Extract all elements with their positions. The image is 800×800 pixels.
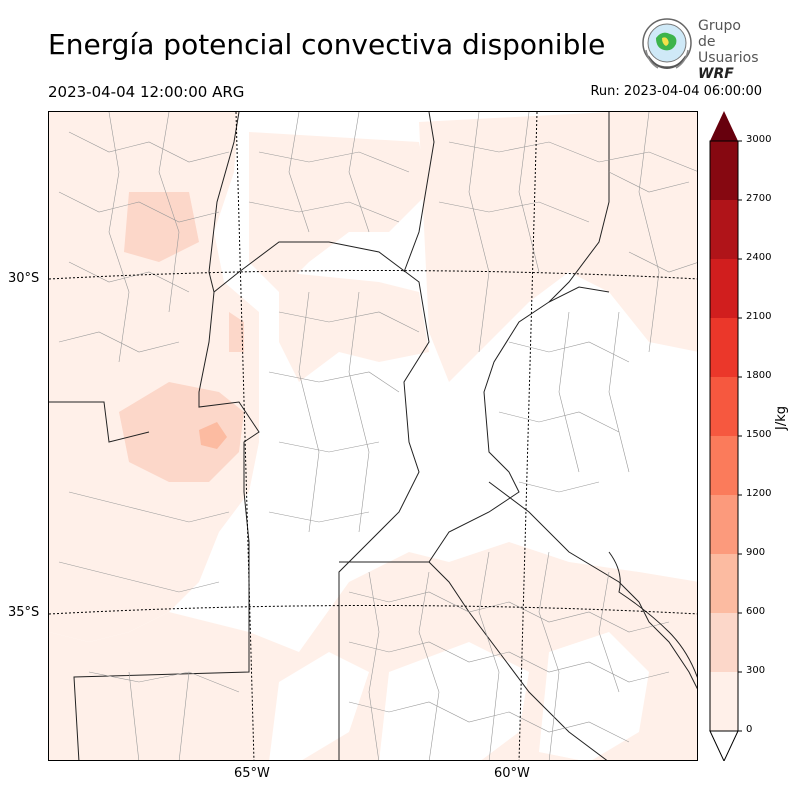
wrf-globe-logo-icon [642, 18, 692, 70]
lat-label-30s: 30°S [8, 271, 40, 286]
colorbar-segments [710, 141, 738, 731]
lon-label-65w: 65°W [234, 766, 270, 781]
colorbar-under-arrow [709, 730, 739, 761]
department-boundaries [58, 112, 697, 760]
logo-line-3: WRF [698, 66, 734, 82]
colorbar-tick-label: 300 [746, 665, 766, 676]
colorbar-unit-label: J/kg [774, 406, 789, 430]
colorbar-segment [710, 554, 738, 613]
colorbar-segment [710, 318, 738, 377]
logo-line-2: Usuarios [698, 50, 759, 66]
colorbar-tick-label: 3000 [746, 134, 772, 145]
colorbar-tick-label: 900 [746, 547, 766, 558]
colorbar-tick-label: 2700 [746, 193, 772, 204]
coastline [608, 551, 697, 678]
colorbar-tick-label: 2100 [746, 311, 772, 322]
lat-label-35s: 35°S [8, 605, 40, 620]
wrf-logo: Grupo de Usuarios WRF [638, 16, 759, 82]
valid-time: 2023-04-04 12:00:00 ARG [48, 83, 245, 101]
map-title: Energía potencial convectiva disponible [48, 28, 606, 61]
cape-map [49, 112, 697, 760]
colorbar-segment [710, 377, 738, 436]
colorbar-tick-label: 600 [746, 606, 766, 617]
lon-label-60w: 60°W [494, 766, 530, 781]
colorbar-segment [710, 613, 738, 672]
colorbar-segment [710, 200, 738, 259]
colorbar-segment [710, 672, 738, 731]
cape-shading [49, 112, 697, 760]
colorbar-segment [710, 259, 738, 318]
map-panel [48, 111, 698, 761]
run-time: Run: 2023-04-04 06:00:00 [590, 84, 762, 99]
colorbar-tick-label: 2400 [746, 252, 772, 263]
colorbar-tick-label: 1200 [746, 488, 772, 499]
colorbar [709, 111, 742, 761]
colorbar-tick-label: 0 [746, 724, 753, 735]
graticule [49, 112, 697, 760]
colorbar-segment [710, 495, 738, 554]
colorbar-over-arrow [710, 111, 738, 141]
colorbar-tick-marks [738, 140, 742, 732]
colorbar-tick-label: 1800 [746, 370, 772, 381]
colorbar-tick-label: 1500 [746, 429, 772, 440]
colorbar-segment [710, 141, 738, 200]
colorbar-segment [710, 436, 738, 495]
logo-line-1: Grupo de [698, 18, 741, 50]
